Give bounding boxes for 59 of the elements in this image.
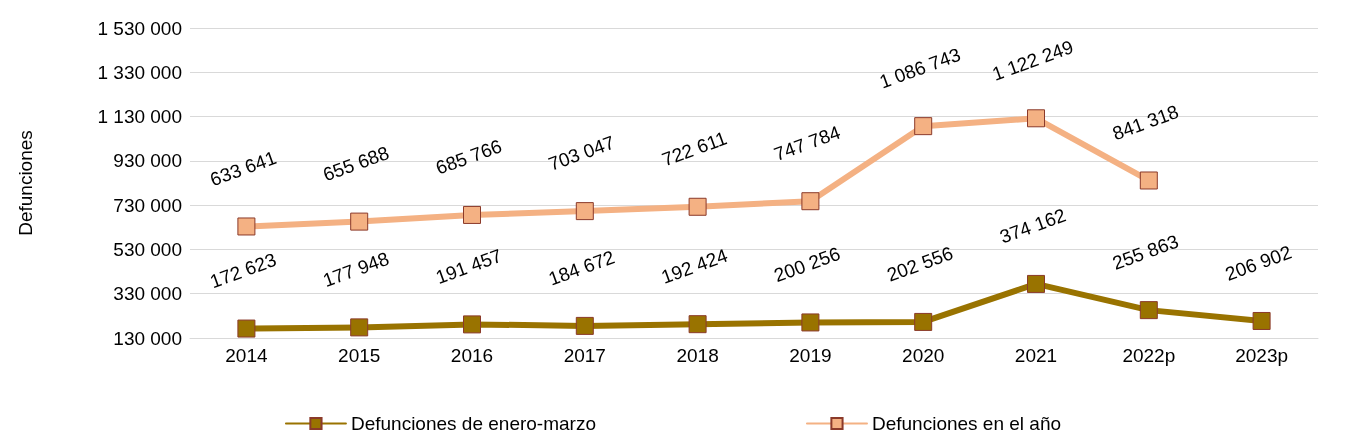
- x-tick-label: 2023p: [1235, 345, 1289, 366]
- x-tick-label: 2021: [1014, 345, 1058, 366]
- x-tick-label: 2015: [338, 345, 381, 366]
- point: [463, 205, 481, 224]
- y-tick-label: 530 000: [113, 238, 182, 260]
- x-tick-label: 2014: [225, 345, 268, 366]
- data-label: 374 162: [996, 204, 1069, 248]
- data-label: 655 688: [320, 142, 392, 186]
- y-tick-label: 1 530 000: [97, 17, 182, 39]
- x-tick-label: 2016: [450, 345, 494, 366]
- x-tick-label: 2020: [902, 345, 945, 366]
- y-tick-label: 330 000: [113, 283, 182, 305]
- point: [688, 197, 707, 216]
- data-label: 747 784: [771, 121, 844, 165]
- point: [1252, 311, 1271, 330]
- data-label: 1 086 743: [876, 43, 964, 93]
- point: [350, 212, 369, 231]
- data-label: 1 122 249: [989, 36, 1077, 85]
- data-label: 184 672: [545, 246, 618, 290]
- x-tick-label: 2018: [676, 345, 719, 366]
- data-label: 202 556: [884, 242, 956, 286]
- point: [1027, 109, 1045, 128]
- data-label: 722 611: [659, 127, 730, 171]
- legend-label: Defunciones en el año: [871, 413, 1062, 434]
- point: [688, 315, 707, 334]
- data-label: 703 047: [545, 131, 618, 175]
- data-label: 255 863: [1109, 230, 1182, 274]
- point: [914, 312, 933, 331]
- y-axis-title: Defunciones: [15, 130, 36, 236]
- y-tick-label: 130 000: [113, 327, 182, 349]
- x-tick-label: 2017: [563, 345, 606, 366]
- point: [801, 192, 820, 211]
- data-label: 841 318: [1109, 100, 1182, 145]
- point: [463, 315, 481, 334]
- data-label: 192 424: [658, 244, 731, 288]
- data-label: 191 457: [432, 244, 505, 289]
- point: [1027, 274, 1045, 293]
- point: [801, 313, 820, 332]
- point: [237, 319, 256, 338]
- point: [575, 316, 594, 335]
- point: [1139, 171, 1158, 190]
- point: [350, 318, 369, 337]
- y-tick-label: 730 000: [113, 194, 182, 216]
- data-label: 200 256: [771, 242, 844, 287]
- data-label: 177 948: [320, 247, 392, 292]
- data-label: 633 641: [207, 146, 280, 191]
- y-tick-label: 1 130 000: [97, 106, 182, 128]
- y-tick-label: 930 000: [113, 150, 182, 172]
- x-tick-label: 2022p: [1122, 345, 1176, 366]
- point: [237, 217, 256, 236]
- y-tick-label: 1 330 000: [97, 61, 182, 83]
- legend-label: Defunciones de enero-marzo: [350, 413, 596, 434]
- x-tick-label: 2019: [789, 345, 832, 366]
- data-label: 685 766: [432, 135, 505, 179]
- data-label: 172 623: [207, 249, 280, 293]
- point: [914, 117, 933, 136]
- point: [1139, 301, 1158, 320]
- point: [575, 202, 594, 221]
- data-label: 206 902: [1222, 241, 1295, 285]
